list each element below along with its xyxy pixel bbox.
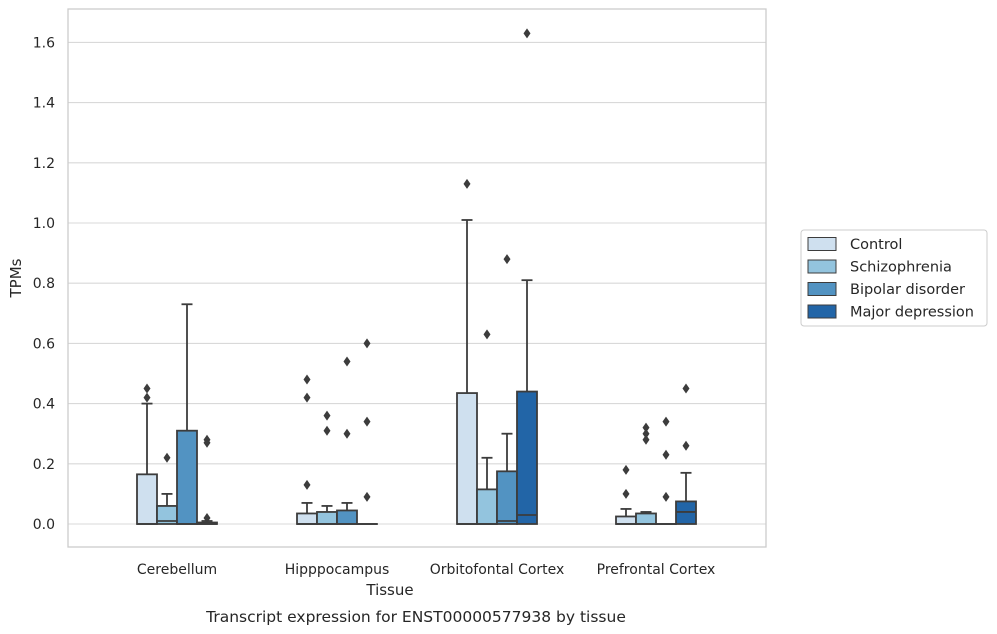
outlier-point (622, 464, 630, 475)
legend-label: Bipolar disorder (850, 282, 965, 298)
box-major-depression (516, 28, 538, 525)
x-tick-label: Cerebellum (137, 562, 217, 578)
y-tick-label: 0.4 (33, 397, 55, 413)
outlier-point (483, 329, 491, 340)
y-tick-label: 1.6 (33, 35, 55, 51)
y-tick-label: 0.0 (33, 517, 55, 533)
box-bipolar-disorder (176, 303, 198, 525)
outlier-point (143, 392, 151, 403)
outlier-point (343, 356, 351, 367)
y-tick-label: 0.2 (33, 457, 55, 473)
outlier-point (363, 416, 371, 427)
box-control (456, 178, 478, 525)
legend-frame (800, 229, 988, 327)
outlier-point (203, 434, 211, 445)
outlier-point (523, 28, 531, 39)
outlier-point (303, 392, 311, 403)
y-tick-label: 1.2 (33, 156, 55, 172)
outlier-point (323, 425, 331, 436)
legend: Control Schizophrenia Bipolar disorder Majo… (800, 229, 988, 327)
plot-frame (67, 8, 767, 548)
legend-label: Schizophrenia (850, 260, 952, 276)
box (296, 512, 318, 525)
box (456, 392, 478, 525)
y-tick-label: 1.4 (33, 96, 55, 112)
legend-label: Major depression (850, 305, 974, 321)
outlier-point (303, 374, 311, 385)
outlier-point (622, 488, 630, 499)
x-tick-label: Prefrontal Cortex (597, 562, 716, 578)
x-tick-label: Orbitofontal Cortex (430, 562, 565, 578)
y-tick-label: 0.8 (33, 276, 55, 292)
outlier-point (642, 428, 650, 439)
box-plots (136, 28, 697, 525)
outlier-point (682, 383, 690, 394)
outlier-point (303, 479, 311, 490)
legend-swatch (807, 259, 837, 274)
box (615, 515, 637, 525)
outlier-point (662, 491, 670, 502)
box-major-depression (196, 434, 218, 525)
y-axis-label: TPMs (7, 258, 25, 298)
x-axis-label: Tissue (365, 581, 413, 599)
legend-swatch (807, 304, 837, 319)
box (516, 390, 538, 525)
legend-swatch (807, 282, 837, 296)
outlier-point (662, 449, 670, 460)
y-tick-label: 1.0 (33, 216, 55, 232)
box (476, 488, 498, 525)
box-control (296, 374, 318, 525)
outlier-point (203, 512, 211, 523)
box (336, 509, 358, 525)
outlier-point (503, 254, 511, 265)
outlier-point (363, 338, 371, 349)
legend-label: Control (850, 237, 902, 253)
legend-items: Control Schizophrenia Bipolar disorder Majo… (807, 237, 974, 321)
x-tick-label: Hipppocampus (285, 562, 390, 578)
box-bipolar-disorder (655, 416, 677, 525)
box-schizophrenia (316, 410, 338, 525)
y-tick-labels: 0.0 0.2 0.4 0.6 0.8 1.0 1.2 1.4 1.6 (33, 35, 55, 533)
box-major-depression (675, 383, 697, 525)
outlier-point (143, 383, 151, 394)
outlier-point (642, 434, 650, 445)
outlier-point (642, 422, 650, 433)
y-tick-label: 0.6 (33, 336, 55, 352)
box-bipolar-disorder (496, 254, 518, 525)
box-control (136, 383, 158, 525)
box (316, 511, 338, 525)
chart-caption: Transcript expression for ENST0000057793… (205, 608, 626, 626)
box-schizophrenia (635, 422, 657, 525)
outlier-point (463, 178, 471, 189)
outlier-point (682, 440, 690, 451)
box (635, 512, 657, 525)
outlier-point (323, 410, 331, 421)
box-bipolar-disorder (336, 356, 358, 525)
box (496, 470, 518, 525)
x-tick-labels: Cerebellum Hipppocampus Orbitofontal Corte… (137, 562, 715, 578)
outlier-point (343, 428, 351, 439)
outlier-point (662, 416, 670, 427)
outlier-point (363, 491, 371, 502)
legend-swatch (807, 237, 837, 251)
box (176, 429, 198, 525)
box (136, 473, 158, 525)
outlier-point (163, 452, 171, 463)
box-major-depression (356, 338, 378, 525)
